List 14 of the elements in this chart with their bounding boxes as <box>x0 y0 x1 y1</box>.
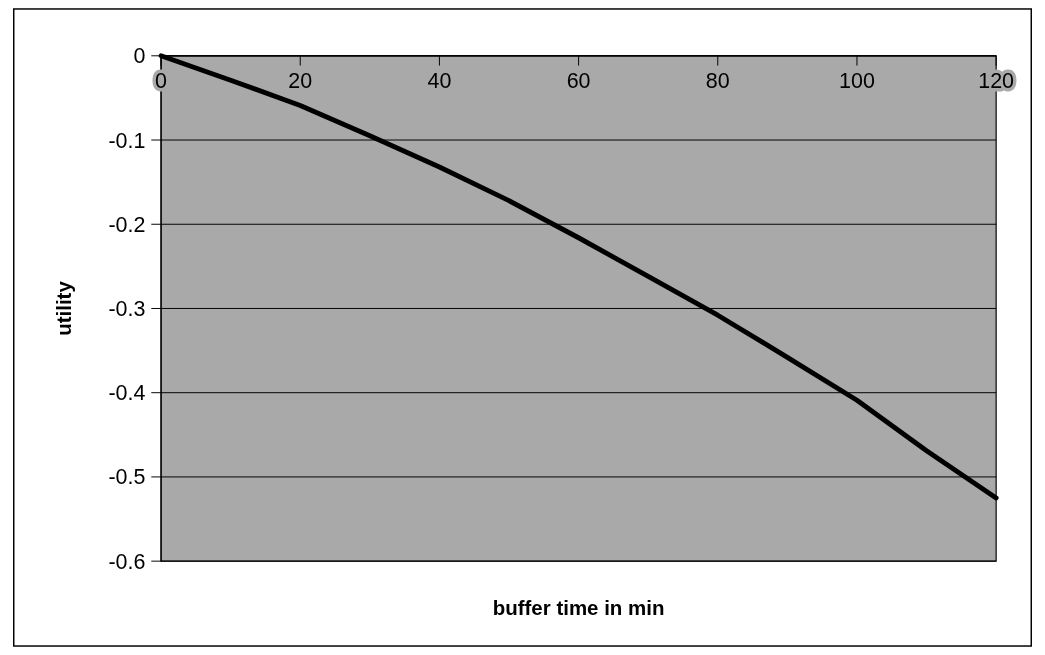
y-tick-label: -0.5 <box>108 465 146 490</box>
y-tick-label: -0.1 <box>108 128 146 153</box>
y-axis-title: utility <box>52 280 76 336</box>
y-tick-label: -0.4 <box>108 381 146 406</box>
y-tick-label: -0.2 <box>108 212 146 237</box>
x-tick-label: 20 <box>288 69 313 93</box>
x-tick-label: 100 <box>839 69 875 93</box>
y-tick-label: 0 <box>133 44 146 69</box>
y-tick-label: -0.6 <box>108 549 146 574</box>
y-tick-label: -0.3 <box>108 296 146 321</box>
x-tick-label: 60 <box>566 69 591 93</box>
x-tick-label: 80 <box>705 69 730 93</box>
x-axis-title: buffer time in min <box>492 595 665 619</box>
x-tick-label: 40 <box>427 69 452 93</box>
